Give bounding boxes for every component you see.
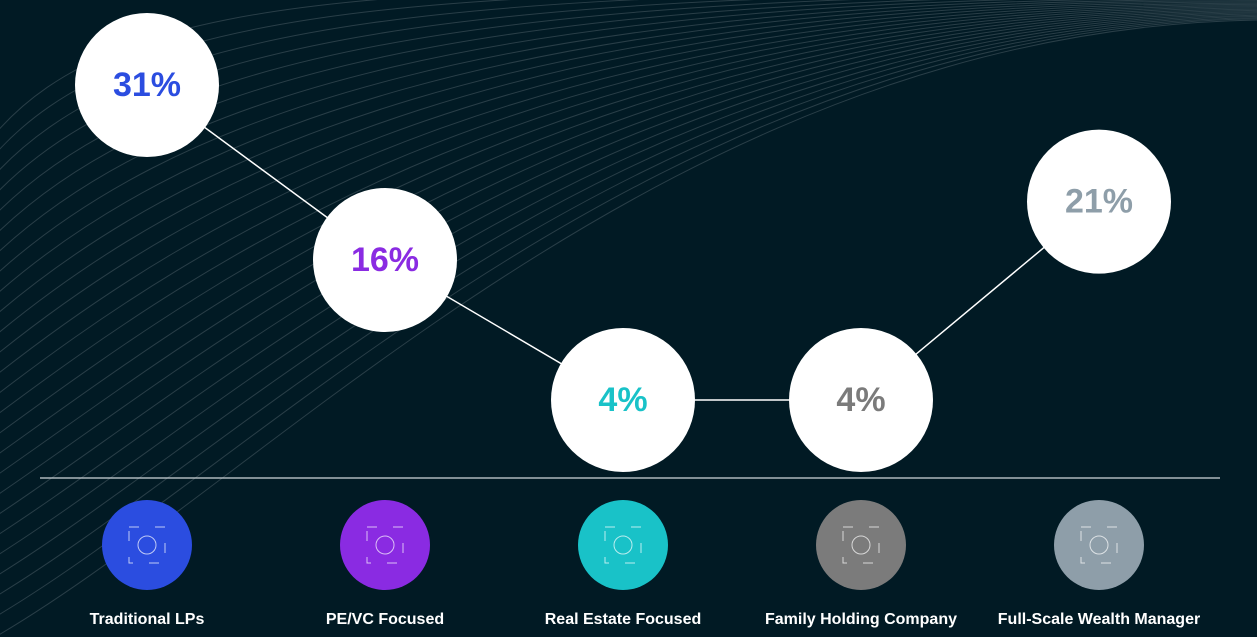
value-label: 4% bbox=[598, 381, 647, 419]
category-icon bbox=[578, 500, 668, 590]
decorative-line bbox=[0, 0, 755, 191]
decorative-line bbox=[0, 12, 1257, 514]
category-icon bbox=[816, 500, 906, 590]
value-bubble bbox=[1027, 129, 1171, 274]
value-label: 31% bbox=[113, 66, 181, 104]
decorative-line bbox=[0, 0, 640, 171]
icon-glyph bbox=[851, 535, 871, 555]
decorative-line bbox=[0, 3, 1257, 373]
category-label: Full-Scale Wealth Manager bbox=[998, 611, 1200, 628]
value-label: 21% bbox=[1065, 183, 1133, 221]
category-icon bbox=[340, 500, 430, 590]
decorative-line bbox=[0, 0, 854, 211]
value-bubble bbox=[789, 328, 933, 472]
icon-glyph bbox=[366, 526, 404, 564]
decorative-line bbox=[0, 1, 1257, 333]
decorative-line bbox=[0, 9, 1257, 474]
decorative-line bbox=[0, 14, 1257, 555]
decorative-line bbox=[0, 8, 1257, 454]
value-label: 4% bbox=[836, 381, 885, 419]
category-label: Real Estate Focused bbox=[545, 611, 702, 628]
icon-glyph bbox=[128, 526, 166, 564]
decorative-line bbox=[0, 0, 378, 130]
value-bubble bbox=[75, 13, 219, 157]
value-bubble bbox=[551, 328, 695, 472]
decorative-line bbox=[0, 6, 1257, 414]
decorative-line bbox=[0, 7, 1257, 434]
decorative-line bbox=[0, 0, 1018, 252]
category-icon bbox=[1054, 500, 1144, 590]
category-icon bbox=[102, 500, 192, 590]
category-label: PE/VC Focused bbox=[326, 611, 444, 628]
decorative-line bbox=[0, 15, 1257, 575]
decorative-line bbox=[0, 0, 1099, 272]
icon-glyph bbox=[604, 526, 642, 564]
decorative-line bbox=[0, 0, 941, 232]
decorative-line bbox=[0, 11, 1257, 494]
icon-glyph bbox=[375, 535, 395, 555]
decorative-line bbox=[0, 13, 1257, 535]
decorative-line bbox=[0, 2, 1257, 353]
icon-glyph bbox=[842, 526, 880, 564]
icon-glyph bbox=[1080, 526, 1118, 564]
decorative-line bbox=[0, 0, 1257, 313]
category-label: Family Holding Company bbox=[765, 611, 957, 628]
decorative-line bbox=[0, 0, 511, 150]
value-label: 16% bbox=[351, 241, 419, 279]
value-bubble bbox=[313, 188, 457, 332]
decorative-line bbox=[0, 5, 1257, 393]
decorative-line bbox=[0, 0, 1257, 292]
icon-glyph bbox=[1089, 535, 1109, 555]
icon-glyph bbox=[613, 535, 633, 555]
icon-glyph bbox=[137, 535, 157, 555]
category-label: Traditional LPs bbox=[90, 611, 205, 628]
